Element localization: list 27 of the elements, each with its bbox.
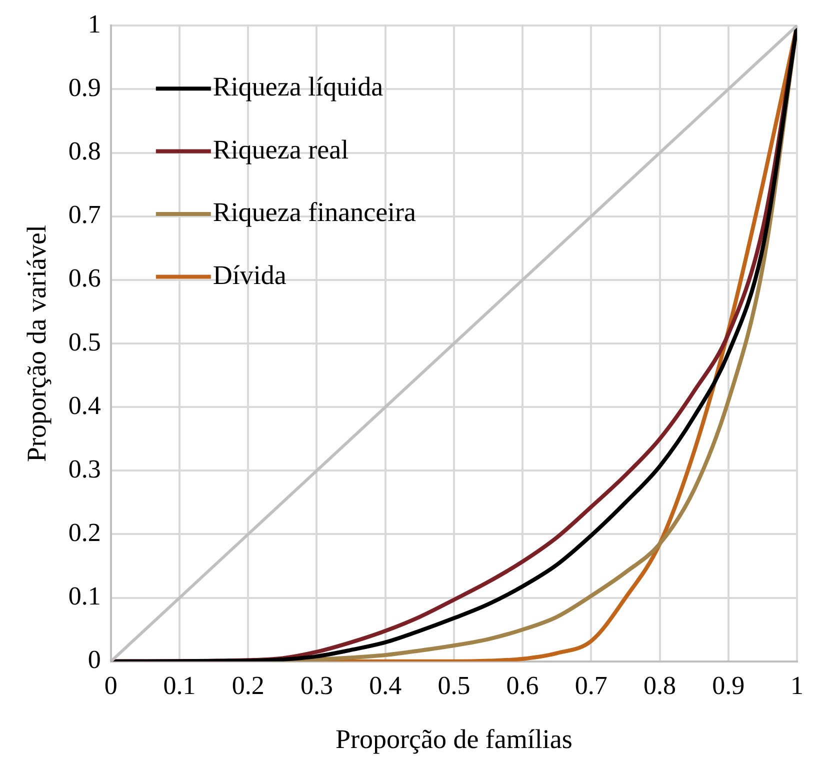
y-tick-label: 0.1: [68, 582, 101, 611]
y-tick-label: 0.8: [68, 136, 101, 166]
x-tick-label: 0.9: [712, 670, 745, 700]
legend-label: Dívida: [212, 260, 286, 290]
legend-label: Riqueza financeira: [212, 197, 416, 228]
y-tick-label: 0.5: [68, 327, 101, 356]
y-tick-label: 0.7: [68, 200, 101, 230]
y-tick-label: 0: [88, 645, 101, 674]
y-tick-label: 0.6: [68, 264, 101, 293]
x-tick-label: 0.2: [232, 670, 264, 700]
y-tick-label: 0.2: [68, 518, 101, 548]
y-tick-label: 1: [88, 9, 101, 38]
x-tick-label: 0.6: [506, 670, 539, 700]
y-tick-label: 0.3: [68, 454, 101, 484]
x-tick-label: 0.1: [163, 670, 196, 700]
x-tick-label: 0.3: [300, 670, 333, 700]
x-tick-label: 0.7: [574, 670, 608, 700]
x-tick-label: 0.4: [369, 670, 402, 700]
x-tick-label: 0.8: [644, 670, 676, 700]
legend-label: Riqueza real: [212, 134, 349, 164]
legend-label: Riqueza líquida: [212, 72, 384, 102]
y-tick-label: 0.4: [68, 390, 101, 420]
x-axis-title: Proporção de famílias: [335, 724, 572, 754]
x-tick-label: 0.5: [438, 670, 470, 700]
x-tick-label: 1: [790, 670, 804, 700]
y-tick-label: 0.9: [68, 73, 101, 102]
y-axis-title: Proporção da variável: [21, 225, 52, 462]
